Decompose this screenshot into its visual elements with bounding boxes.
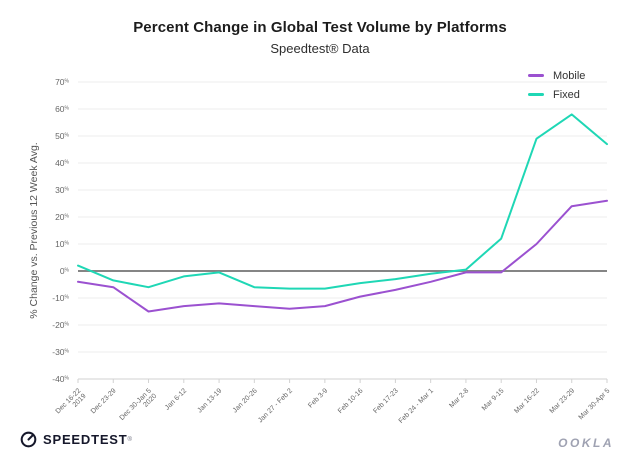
svg-text:Feb 24 - Mar 1: Feb 24 - Mar 1 <box>398 387 435 424</box>
svg-text:Dec 30-Jan 52020: Dec 30-Jan 52020 <box>119 387 159 427</box>
svg-text:Mar 16-22: Mar 16-22 <box>513 387 541 415</box>
svg-text:% Change vs. Previous 12 Week: % Change vs. Previous 12 Week Avg. <box>28 142 40 318</box>
svg-text:0%: 0% <box>60 266 70 276</box>
chart-title: Percent Change in Global Test Volume by … <box>133 19 507 36</box>
svg-text:Jan 20-26: Jan 20-26 <box>232 387 259 414</box>
svg-text:Mar 2-8: Mar 2-8 <box>448 387 470 409</box>
legend-item-mobile[interactable]: Mobile <box>528 66 585 85</box>
svg-text:60%: 60% <box>55 104 69 114</box>
svg-text:Feb 10-16: Feb 10-16 <box>337 387 365 415</box>
mobile-line-swatch-icon <box>528 74 544 77</box>
ookla-logo-text: OOKLA <box>558 436 614 450</box>
speedtest-trademark: ® <box>127 436 132 443</box>
svg-text:-30%: -30% <box>52 347 69 357</box>
svg-text:-20%: -20% <box>52 320 69 330</box>
legend-item-fixed[interactable]: Fixed <box>528 85 585 104</box>
chart-subtitle: Speedtest® Data <box>270 41 370 56</box>
svg-text:Mar 23-29: Mar 23-29 <box>549 387 577 415</box>
svg-text:Jan 6-12: Jan 6-12 <box>164 387 188 411</box>
svg-text:10%: 10% <box>55 239 69 249</box>
svg-text:Mar 9-15: Mar 9-15 <box>481 387 506 412</box>
svg-text:Feb 17-23: Feb 17-23 <box>372 387 400 415</box>
svg-text:30%: 30% <box>55 185 69 195</box>
svg-text:Jan 13-19: Jan 13-19 <box>197 387 224 414</box>
legend-label-mobile: Mobile <box>553 69 586 82</box>
svg-text:40%: 40% <box>55 158 69 168</box>
svg-text:Dec 23-29: Dec 23-29 <box>90 387 118 415</box>
svg-text:-40%: -40% <box>52 374 69 384</box>
legend-label-fixed: Fixed <box>553 88 580 101</box>
svg-text:Jan 27 - Feb 2: Jan 27 - Feb 2 <box>257 387 294 424</box>
speedtest-logo: SPEEDTEST ® <box>20 431 132 448</box>
svg-text:70%: 70% <box>55 77 69 87</box>
svg-text:Mar 30-Apr 5: Mar 30-Apr 5 <box>578 387 612 421</box>
speedtest-gauge-icon <box>20 431 37 448</box>
svg-text:20%: 20% <box>55 212 69 222</box>
speedtest-logo-text: SPEEDTEST <box>43 432 128 447</box>
ookla-logo: OOKLA <box>558 436 614 450</box>
svg-text:Dec 16-222019: Dec 16-222019 <box>55 387 88 420</box>
svg-text:-10%: -10% <box>52 293 69 303</box>
svg-text:Feb 3-9: Feb 3-9 <box>307 387 329 409</box>
svg-text:50%: 50% <box>55 131 69 141</box>
chart-legend: Mobile Fixed <box>528 66 585 104</box>
fixed-line-swatch-icon <box>528 93 544 96</box>
